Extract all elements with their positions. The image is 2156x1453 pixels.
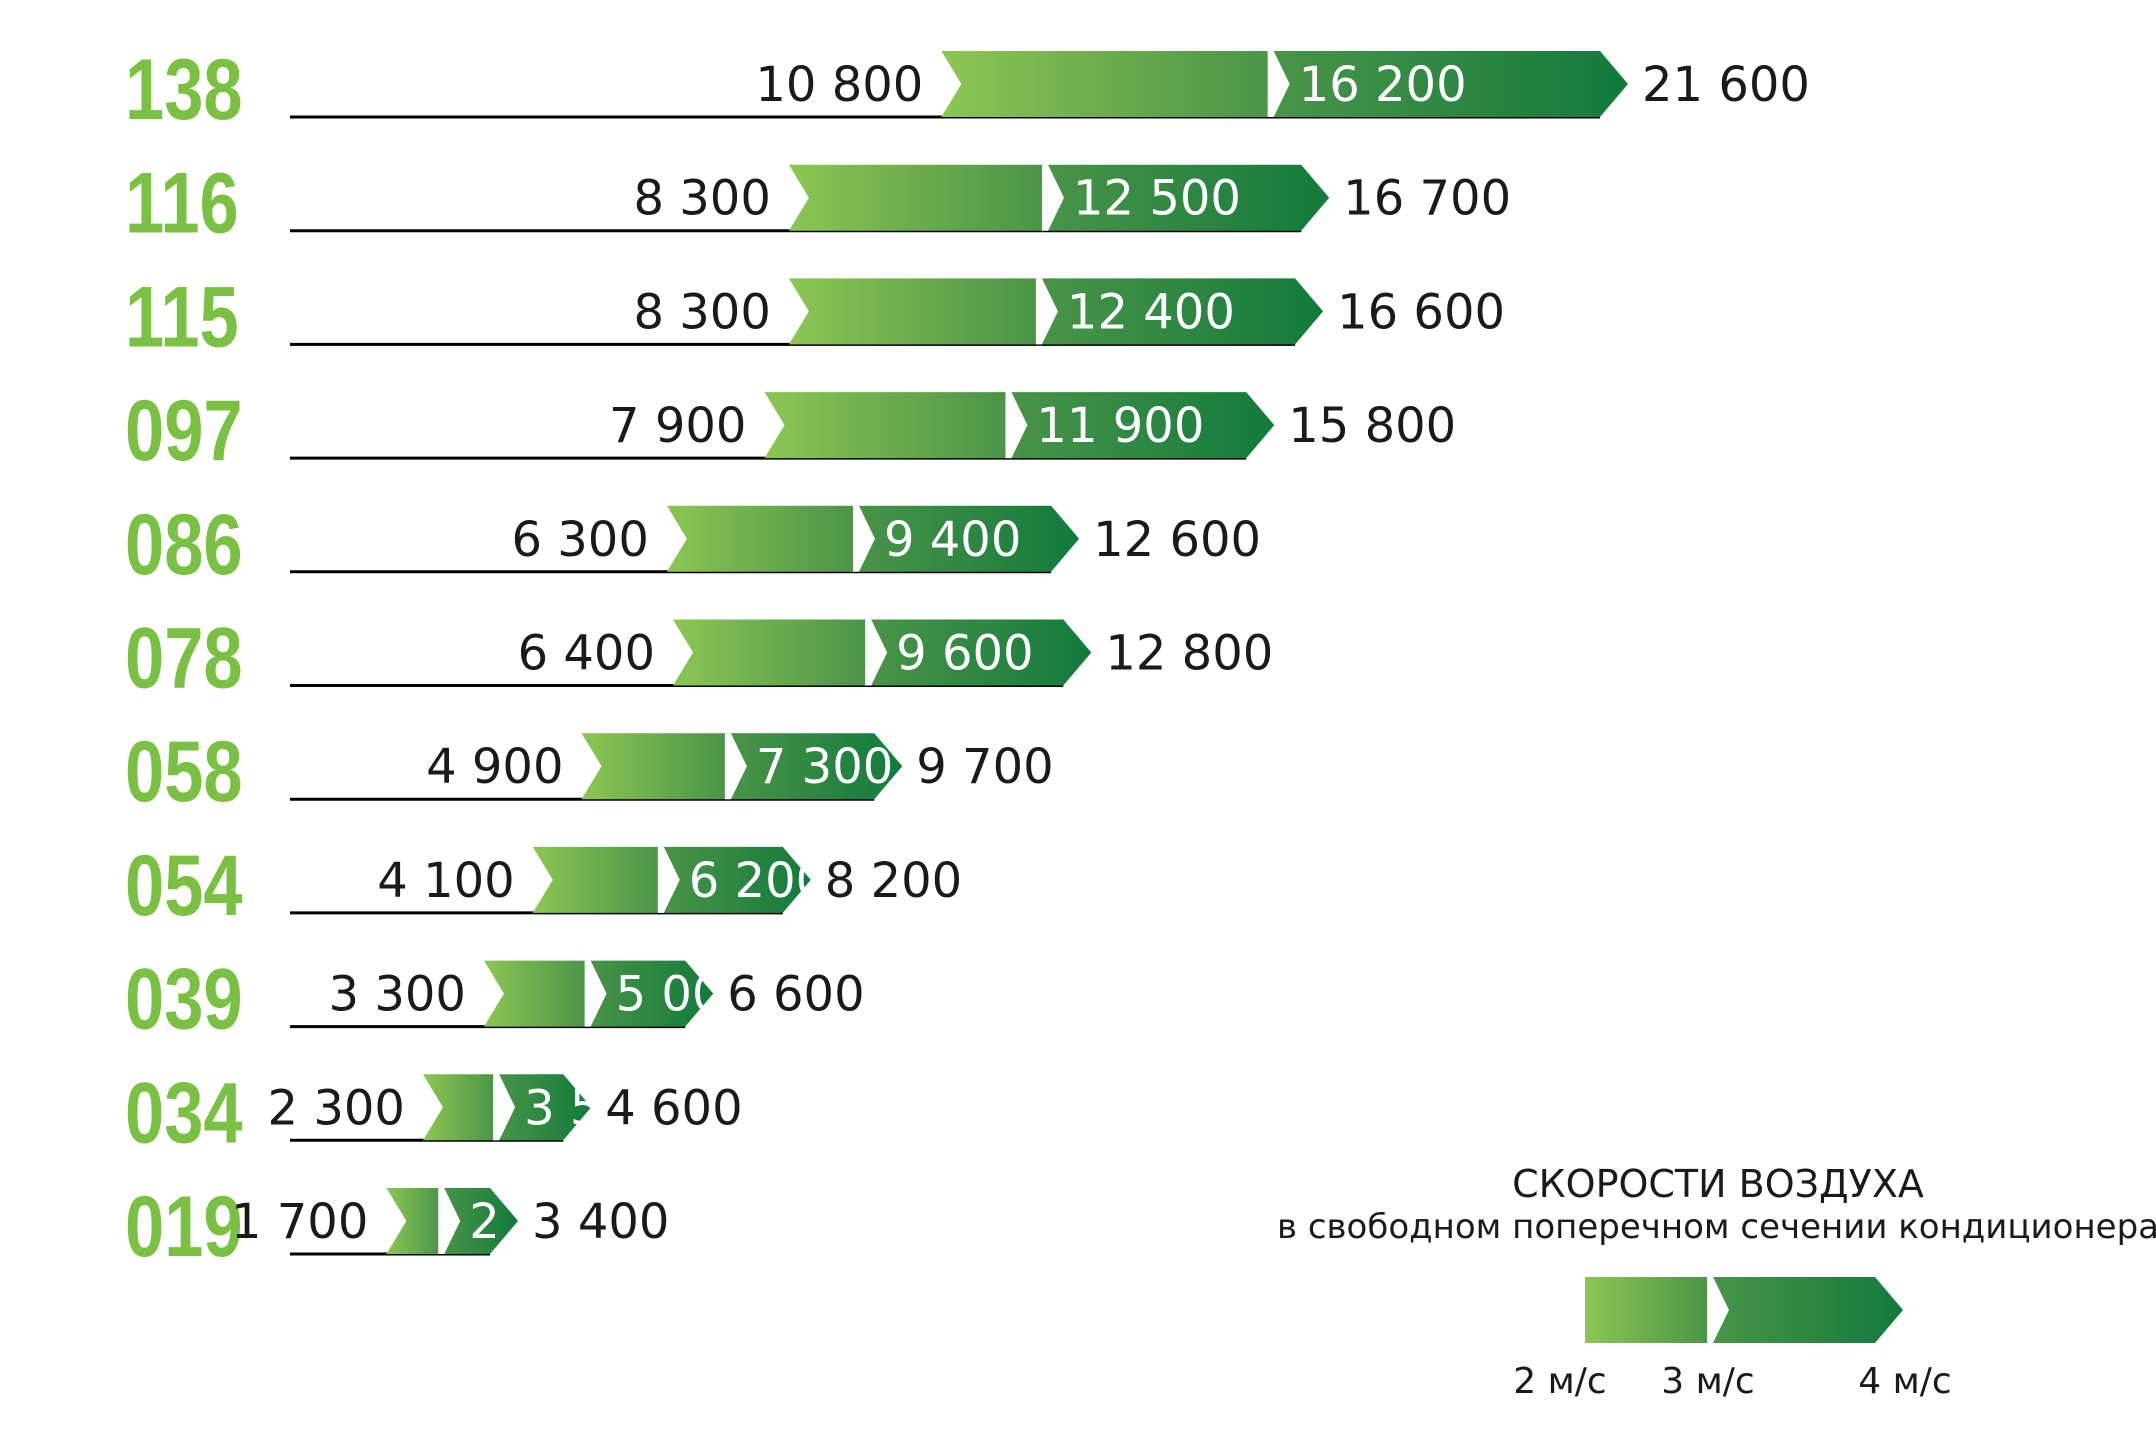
- bar-separator: [438, 1188, 461, 1254]
- value-label-high: 8 200: [825, 853, 962, 909]
- value-label-low: 3 300: [329, 967, 466, 1023]
- model-label: 019: [125, 1178, 243, 1274]
- value-label-mid: 9 400: [884, 512, 1021, 568]
- bar-segment-3-4: [1045, 164, 1330, 231]
- bar-segment-2-3: [532, 846, 661, 913]
- bar-segment-3-4: [727, 733, 903, 800]
- value-label-mid: 6 200: [689, 853, 826, 909]
- bar-row-058: 058 4 900 7 300 9 700: [125, 724, 1054, 820]
- value-label-low: 8 300: [633, 284, 770, 340]
- value-label-high: 3 400: [532, 1194, 669, 1250]
- value-label-mid: 2 600: [469, 1194, 606, 1250]
- model-label: 034: [125, 1065, 243, 1161]
- bar-segment-2-3: [788, 164, 1046, 231]
- legend-label: 2 м/с: [1513, 1361, 1606, 1402]
- legend-subtitle: в свободном поперечном сечении кондицион…: [1277, 1207, 2156, 1247]
- bar-segment-2-3: [666, 505, 856, 572]
- bar-segment-2-3: [764, 392, 1009, 459]
- value-label-low: 6 300: [511, 512, 648, 568]
- model-label: 115: [125, 269, 239, 365]
- bar-row-115: 115 8 300 12 400 16 600: [125, 269, 1505, 365]
- bar-segment-3-4: [1008, 392, 1275, 459]
- bar-row-116: 116 8 300 12 500 16 700: [125, 155, 1511, 251]
- bar-segment-2-3: [941, 51, 1271, 117]
- value-label-low: 8 300: [633, 171, 770, 227]
- value-label-mid: 9 600: [896, 626, 1033, 682]
- value-label-high: 9 700: [916, 739, 1053, 795]
- value-label-high: 16 700: [1343, 171, 1511, 227]
- value-label-low: 4 900: [426, 739, 563, 795]
- model-label: 116: [125, 155, 239, 251]
- legend-segment-3-4: [1710, 1277, 1903, 1343]
- value-label-mid: 3 500: [524, 1080, 661, 1136]
- bar-row-097: 097 7 900 11 900 15 800: [125, 382, 1456, 478]
- model-label: 054: [125, 837, 243, 933]
- value-label-mid: 5 000: [616, 967, 753, 1023]
- value-label-high: 4 600: [605, 1080, 742, 1136]
- bar-segment-2-3: [483, 960, 588, 1027]
- bar-segment-2-3: [422, 1074, 497, 1141]
- legend-segment-2-3: [1585, 1277, 1710, 1343]
- bar-segment-3-4: [1038, 278, 1324, 345]
- bar-row-138: 138 10 800 16 200 21 600: [125, 41, 1810, 137]
- bar-separator: [584, 960, 607, 1027]
- bar-separator: [865, 619, 888, 686]
- model-label: 078: [125, 610, 243, 706]
- value-label-high: 21 600: [1642, 57, 1810, 113]
- bar-segment-3-4: [496, 1074, 592, 1141]
- model-label: 097: [125, 382, 243, 478]
- bar-segment-3-4: [868, 619, 1092, 686]
- bar-separator: [1267, 51, 1290, 117]
- value-label-low: 6 400: [518, 626, 655, 682]
- value-label-high: 15 800: [1288, 398, 1456, 454]
- bar-separator: [657, 846, 680, 913]
- bar-row-078: 078 6 400 9 600 12 800: [125, 610, 1273, 706]
- bar-segment-2-3: [386, 1188, 442, 1254]
- bar-row-086: 086 6 300 9 400 12 600: [125, 496, 1261, 592]
- value-label-mid: 12 400: [1067, 284, 1235, 340]
- bar-segment-2-3: [672, 619, 869, 686]
- legend-title: СКОРОСТИ ВОЗДУХА: [1512, 1162, 1924, 1206]
- value-label-high: 6 600: [727, 967, 864, 1023]
- legend-separator: [1707, 1277, 1729, 1343]
- value-label-low: 2 300: [268, 1080, 405, 1136]
- bar-separator: [852, 505, 875, 572]
- value-label-mid: 11 900: [1036, 398, 1204, 454]
- value-label-mid: 12 500: [1073, 171, 1241, 227]
- bar-segment-3-4: [1270, 51, 1628, 117]
- value-label-low: 10 800: [755, 57, 923, 113]
- bar-separator: [493, 1074, 516, 1141]
- model-label: 086: [125, 496, 243, 592]
- bar-segment-3-4: [660, 846, 811, 913]
- bar-separator: [1005, 392, 1028, 459]
- value-label-low: 4 100: [377, 853, 514, 909]
- model-label: 039: [125, 951, 243, 1047]
- model-label: 058: [125, 724, 243, 820]
- value-label-high: 16 600: [1337, 284, 1505, 340]
- bar-separator: [1035, 278, 1058, 345]
- bar-separator: [1042, 164, 1065, 231]
- value-label-high: 12 800: [1105, 626, 1273, 682]
- model-label: 138: [125, 41, 243, 137]
- value-label-mid: 16 200: [1299, 57, 1467, 113]
- bar-segment-2-3: [581, 733, 728, 800]
- bar-segment-3-4: [855, 505, 1080, 572]
- bar-segment-3-4: [441, 1188, 519, 1254]
- value-label-low: 7 900: [609, 398, 746, 454]
- value-label-mid: 7 300: [756, 739, 893, 795]
- bar-segment-2-3: [788, 278, 1039, 345]
- legend-label: 4 м/с: [1858, 1361, 1951, 1402]
- bar-separator: [724, 733, 747, 800]
- value-label-low: 1 700: [231, 1194, 368, 1250]
- legend-label: 3 м/с: [1661, 1361, 1754, 1402]
- bar-segment-3-4: [587, 960, 714, 1027]
- value-label-high: 12 600: [1093, 512, 1261, 568]
